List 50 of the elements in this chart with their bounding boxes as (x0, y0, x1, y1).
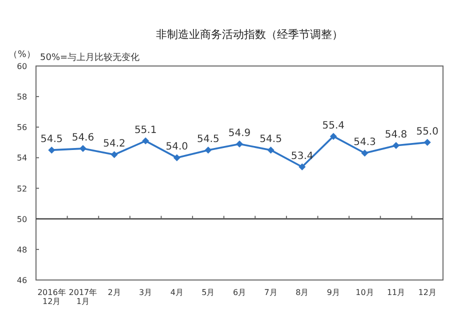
x-tick-label: 4月 (170, 288, 184, 297)
x-tick-label: 12月 (418, 288, 436, 297)
y-tick-label: 46 (16, 276, 28, 285)
y-tick-label: 52 (16, 184, 28, 194)
point (173, 154, 180, 162)
point (110, 151, 118, 158)
data-label: 54.3 (354, 137, 376, 148)
y-tick-label: 60 (16, 62, 28, 71)
y-tick-label: 56 (16, 123, 28, 132)
data-label: 54.8 (384, 129, 408, 140)
data-label: 54.5 (40, 134, 63, 146)
point (204, 146, 212, 154)
data-label: 54.6 (72, 132, 94, 144)
x-tick-label: 11月 (386, 288, 406, 297)
point (424, 138, 431, 146)
y-tick-label: 48 (16, 245, 28, 254)
y-axis-title: （%） (8, 50, 36, 60)
point (48, 146, 56, 154)
x-tick-label: 8月 (296, 288, 309, 297)
data-label: 54.5 (197, 134, 220, 146)
data-label: 54.0 (166, 142, 188, 153)
x-tick-label: 6月 (232, 288, 246, 297)
x-tick-label: 7月 (264, 288, 278, 297)
x-tick-label: 2月 (108, 288, 121, 297)
y-tick-label: 50 (16, 214, 28, 224)
x-tick-label: 5月 (202, 288, 215, 297)
data-label: 54.5 (260, 134, 282, 146)
data-label: 55.1 (134, 124, 157, 136)
data-label: 53.4 (290, 150, 314, 162)
x-tick-label: 2017年 1月 (68, 288, 98, 306)
x-tick-label: 2016年 12月 (37, 288, 66, 306)
data-label: 55.0 (416, 126, 438, 138)
text: 50%=与上月比较无变化 (40, 52, 140, 63)
y-tick-label: 54 (16, 154, 28, 163)
point (298, 163, 306, 170)
x-tick-label: 9月 (326, 288, 340, 297)
data-label: 54.2 (103, 138, 126, 150)
data-label: 54.9 (228, 128, 251, 139)
point (79, 145, 86, 152)
point (330, 132, 337, 140)
x-tick-label: 10月 (356, 288, 374, 297)
point (361, 150, 368, 157)
y-tick-label: 58 (16, 92, 28, 102)
point (392, 142, 400, 149)
data-label: 55.4 (322, 120, 345, 132)
point (142, 137, 150, 144)
chart-title: 非制造业商务活动指数（经季节调整） (156, 28, 343, 41)
point (236, 140, 243, 148)
x-tick-label: 3月 (139, 288, 152, 297)
point (267, 146, 274, 154)
